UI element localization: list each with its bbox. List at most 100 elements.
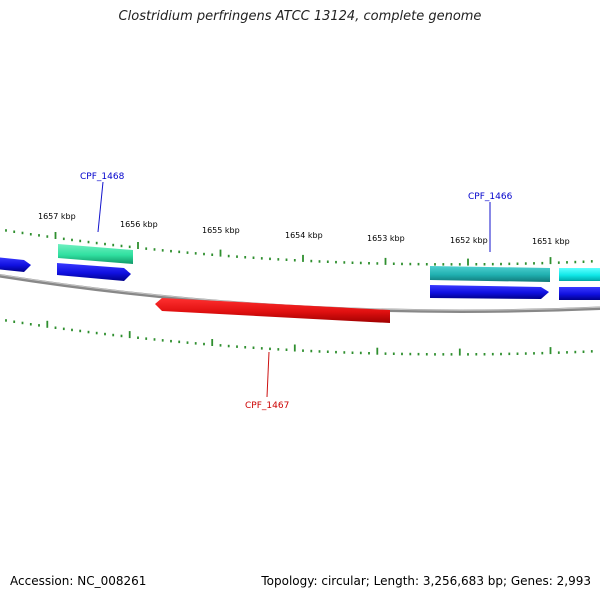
gene-arrow-forward[interactable] — [430, 285, 549, 299]
accession-label: Accession: NC_008261 — [10, 574, 147, 588]
inner-minor-tick — [87, 330, 90, 334]
outer-minor-tick — [450, 263, 453, 266]
inner-minor-tick — [71, 328, 73, 332]
outer-minor-tick — [252, 256, 255, 259]
inner-minor-tick — [541, 351, 544, 355]
inner-minor-tick — [137, 336, 139, 339]
gene-bar-cyan[interactable] — [559, 268, 600, 281]
inner-minor-tick — [508, 352, 511, 356]
inner-minor-tick — [252, 346, 255, 349]
inner-minor-tick — [566, 351, 568, 354]
inner-minor-tick — [285, 348, 288, 351]
inner-minor-tick — [269, 347, 271, 351]
gene-bar-cpf-1468[interactable] — [58, 244, 133, 264]
outer-minor-tick — [62, 237, 65, 241]
outer-minor-tick — [524, 262, 527, 265]
gene-arrow-forward-left-edge[interactable] — [0, 257, 31, 272]
inner-minor-tick — [203, 342, 205, 346]
outer-major-tick — [549, 257, 552, 265]
kbp-label-1652: 1652 kbp — [450, 236, 488, 245]
inner-major-tick — [128, 331, 131, 339]
inner-minor-tick — [450, 353, 453, 356]
outer-minor-tick — [458, 263, 461, 266]
inner-minor-tick — [491, 352, 494, 356]
inner-minor-tick — [236, 345, 238, 348]
inner-minor-tick — [442, 353, 445, 356]
outer-minor-tick — [79, 239, 82, 243]
inner-major-tick — [549, 347, 552, 355]
inner-minor-tick — [170, 339, 172, 343]
outer-minor-tick — [491, 262, 494, 266]
inner-minor-tick — [112, 333, 115, 337]
inner-minor-tick — [13, 320, 16, 323]
inner-major-tick — [376, 347, 379, 355]
outer-minor-tick — [186, 251, 189, 254]
outer-minor-tick — [541, 261, 544, 265]
outer-minor-tick — [392, 262, 395, 265]
inner-minor-tick — [120, 334, 123, 338]
outer-minor-tick — [5, 229, 7, 232]
forward-genes — [0, 244, 600, 300]
kbp-scale-labels: 1657 kbp 1656 kbp 1655 kbp 1654 kbp 1653… — [38, 212, 570, 246]
outer-minor-tick — [145, 247, 148, 250]
kbp-label-1651: 1651 kbp — [532, 237, 570, 246]
outer-minor-tick — [211, 253, 214, 256]
outer-minor-tick — [425, 263, 428, 266]
inner-minor-tick — [104, 332, 106, 336]
inner-minor-tick — [227, 344, 230, 348]
outer-major-tick — [137, 242, 139, 249]
outer-minor-tick — [95, 241, 98, 245]
gene-label-cpf-1466[interactable]: CPF_1466 — [468, 192, 513, 202]
inner-minor-tick — [326, 350, 329, 353]
outer-major-tick — [54, 232, 57, 239]
outer-minor-tick — [574, 260, 577, 264]
inner-minor-tick — [38, 324, 40, 327]
gene-arrow-reverse-cpf-1467[interactable] — [155, 298, 390, 323]
inner-minor-tick — [161, 339, 164, 342]
inner-major-tick — [458, 348, 461, 356]
inner-minor-tick — [582, 350, 585, 353]
outer-minor-tick — [285, 258, 288, 261]
inner-minor-tick — [21, 321, 24, 325]
outer-minor-tick — [194, 252, 197, 255]
outer-minor-tick — [417, 262, 420, 266]
outer-minor-tick — [178, 250, 181, 254]
outer-minor-tick — [566, 261, 568, 264]
inner-minor-tick — [417, 352, 420, 356]
inner-minor-tick — [145, 337, 148, 340]
inner-major-tick — [293, 344, 296, 352]
outer-major-tick — [384, 257, 387, 265]
outer-minor-tick — [582, 260, 585, 263]
inner-minor-tick — [62, 327, 65, 331]
outer-minor-tick — [120, 244, 123, 248]
inner-major-tick — [46, 320, 49, 328]
gene-label-cpf-1468[interactable]: CPF_1468 — [80, 172, 125, 182]
outer-minor-tick — [46, 235, 49, 238]
outer-minor-tick — [236, 255, 238, 258]
kbp-label-1655: 1655 kbp — [202, 226, 240, 235]
outer-minor-tick — [128, 245, 131, 249]
outer-minor-tick — [161, 249, 164, 252]
inner-minor-tick — [178, 340, 181, 344]
inner-minor-tick — [219, 344, 222, 347]
outer-minor-tick — [227, 254, 230, 258]
inner-minor-tick — [434, 353, 436, 356]
inner-minor-tick — [557, 351, 560, 354]
gene-label-cpf-1467[interactable]: CPF_1467 — [245, 401, 289, 411]
outer-minor-tick — [310, 259, 313, 263]
outer-minor-tick — [29, 233, 32, 236]
outer-minor-tick — [368, 262, 370, 265]
outer-minor-tick — [260, 257, 263, 260]
gene-arrow-forward[interactable] — [57, 263, 131, 281]
inner-minor-tick — [244, 346, 247, 349]
gene-bar-cpf-1466[interactable] — [430, 266, 550, 282]
inner-minor-tick — [302, 349, 304, 352]
inner-minor-tick — [5, 319, 7, 322]
genome-summary: Topology: circular; Length: 3,256,683 bp… — [261, 574, 591, 588]
outer-major-tick — [467, 258, 469, 266]
outer-minor-tick — [359, 261, 362, 265]
leader-line-cpf-1468 — [97, 181, 104, 233]
inner-minor-tick — [194, 342, 197, 345]
gene-arrow-forward-right-edge[interactable] — [559, 287, 600, 300]
